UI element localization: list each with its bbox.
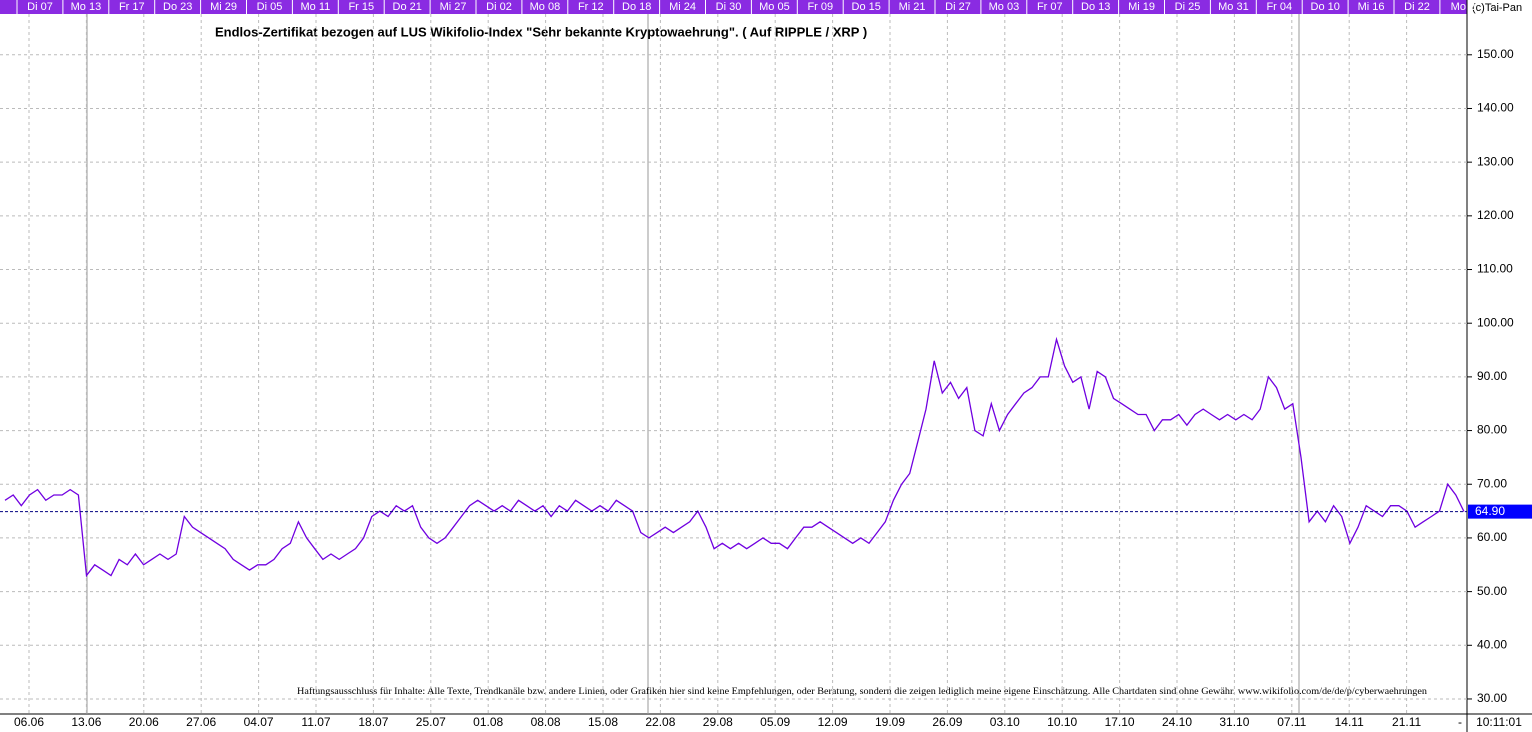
top-date-label: Mo 2: [1451, 1, 1475, 13]
top-date-label: Mo 08: [530, 1, 561, 13]
top-date-label: Fr 04: [1266, 1, 1292, 13]
x-tick-label: 27.06: [186, 715, 216, 729]
x-tick-label: 26.09: [932, 715, 962, 729]
top-date-label: Di 27: [945, 1, 971, 13]
top-date-label: Mi 21: [899, 1, 926, 13]
x-tick-label: 08.08: [531, 715, 561, 729]
top-date-label: Mo 11: [301, 1, 331, 13]
y-tick-label: 130.00: [1477, 154, 1514, 168]
y-tick-label: 30.00: [1477, 691, 1507, 705]
top-date-label: Fr 15: [348, 1, 374, 13]
chart-title: Endlos-Zertifikat bezogen auf LUS Wikifo…: [215, 24, 867, 39]
top-date-label: Fr 07: [1037, 1, 1063, 13]
x-tick-label: 25.07: [416, 715, 446, 729]
x-tick-label: 10.10: [1047, 715, 1077, 729]
top-date-label: Mo 03: [989, 1, 1020, 13]
x-tick-label: 18.07: [358, 715, 388, 729]
top-date-label: Mi 29: [210, 1, 237, 13]
current-price-box: [1468, 504, 1532, 519]
x-tick-label: 29.08: [703, 715, 733, 729]
top-date-label: Do 18: [622, 1, 651, 13]
top-date-label: Mi 27: [440, 1, 467, 13]
y-tick-label: 140.00: [1477, 101, 1514, 115]
y-tick-label: 120.00: [1477, 208, 1514, 222]
top-date-label: Do 10: [1311, 1, 1340, 13]
y-tick-label: 40.00: [1477, 637, 1507, 651]
y-tick-label: 100.00: [1477, 315, 1514, 329]
top-date-label: Do 13: [1081, 1, 1110, 13]
x-tick-label: 01.08: [473, 715, 503, 729]
top-strip: [0, 0, 1467, 14]
current-price-label: 64.90: [1475, 504, 1505, 518]
disclaimer: Haftungsausschluss für Inhalte: Alle Tex…: [297, 686, 1428, 696]
x-tick-label: 06.06: [14, 715, 44, 729]
top-date-label: Di 22: [1404, 1, 1430, 13]
x-tick-label: 22.08: [645, 715, 675, 729]
y-tick-label: 60.00: [1477, 530, 1507, 544]
time-label: 10:11:01: [1476, 715, 1522, 729]
x-tick-label: 12.09: [818, 715, 848, 729]
x-tick-label: 21.11: [1392, 715, 1421, 729]
x-tick-label: 14.11: [1335, 715, 1364, 729]
top-date-label: Mo 31: [1218, 1, 1249, 13]
y-tick-label: 90.00: [1477, 369, 1507, 383]
x-tick-label: 20.06: [129, 715, 159, 729]
top-date-label: Fr 12: [578, 1, 604, 13]
top-date-label: Mo 05: [759, 1, 790, 13]
top-date-label: Di 07: [27, 1, 53, 13]
copyright: (c)Tai-Pan: [1472, 2, 1522, 14]
x-tick-label: 17.10: [1105, 715, 1135, 729]
y-tick-label: 80.00: [1477, 423, 1507, 437]
x-tick-label: 05.09: [760, 715, 790, 729]
top-date-label: Di 25: [1175, 1, 1201, 13]
x-tick-label: 24.10: [1162, 715, 1192, 729]
top-date-label: Di 30: [716, 1, 742, 13]
x-tick-label: 07.11: [1277, 715, 1306, 729]
y-tick-label: 70.00: [1477, 476, 1507, 490]
top-date-label: Di 05: [257, 1, 283, 13]
x-tick-label: 03.10: [990, 715, 1020, 729]
x-tick-label: 15.08: [588, 715, 618, 729]
x-tick-label: 04.07: [244, 715, 274, 729]
end-marker: -: [1458, 715, 1462, 729]
x-tick-label: 19.09: [875, 715, 905, 729]
top-date-label: Mo 13: [71, 1, 102, 13]
y-tick-label: 50.00: [1477, 584, 1507, 598]
y-tick-label: 150.00: [1477, 47, 1514, 61]
x-tick-label: 13.06: [71, 715, 101, 729]
x-tick-label: 11.07: [301, 715, 330, 729]
top-date-label: Mi 16: [1358, 1, 1385, 13]
top-date-label: Fr 09: [807, 1, 833, 13]
top-date-label: Do 23: [163, 1, 192, 13]
top-date-label: Di 02: [486, 1, 512, 13]
top-date-label: Mi 19: [1128, 1, 1155, 13]
top-date-label: Do 15: [852, 1, 881, 13]
y-tick-label: 110.00: [1477, 262, 1513, 276]
top-date-label: Mi 24: [669, 1, 696, 13]
price-line: [4, 336, 1465, 578]
top-date-label: Do 21: [393, 1, 422, 13]
top-date-label: Fr 17: [119, 1, 145, 13]
x-tick-label: 31.10: [1219, 715, 1249, 729]
